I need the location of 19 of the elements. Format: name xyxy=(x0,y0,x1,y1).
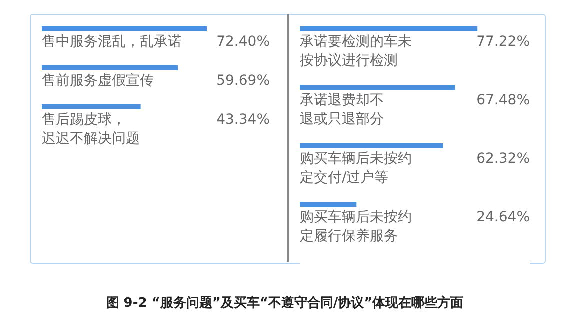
data-label: 62.32% xyxy=(476,151,530,167)
bar xyxy=(300,26,478,32)
bar xyxy=(300,144,444,148)
y-tick-label: 售中服务混乱，乱承诺 xyxy=(42,34,182,50)
data-label: 59.69% xyxy=(216,73,270,89)
text: 图 9-2 “服务问题”及买车“不遵守合同/协议”体现在哪些方面 xyxy=(105,294,465,312)
y-tick-label: 承诺要检测的车未按协议进行检测 xyxy=(300,34,412,69)
y-tick-label: 购买车辆后未按约定履行保养服务 xyxy=(300,210,412,244)
y-tick-label: 售前服务虚假宣传 xyxy=(42,73,154,89)
bar xyxy=(300,202,357,207)
y-tick-label: 售后踢皮球，迟迟不解决问题 xyxy=(42,112,140,147)
data-label: 43.34% xyxy=(216,112,270,128)
data-label: 77.22% xyxy=(476,34,530,50)
y-tick-label: 承诺退费却不退或只退部分 xyxy=(300,92,384,128)
data-label: 67.48% xyxy=(476,92,530,108)
data-label: 72.40% xyxy=(216,34,270,50)
y-tick-label: 购买车辆后未按约定交付/过户等 xyxy=(300,151,412,186)
data-label: 24.64% xyxy=(476,210,530,226)
bar xyxy=(300,85,456,90)
